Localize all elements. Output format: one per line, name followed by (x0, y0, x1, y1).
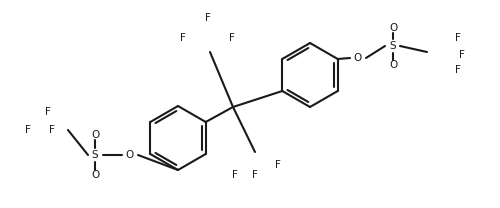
Text: F: F (229, 33, 235, 43)
Text: F: F (205, 13, 211, 23)
Text: S: S (390, 41, 396, 51)
Text: F: F (252, 170, 258, 180)
Text: O: O (91, 130, 99, 140)
Text: O: O (389, 60, 397, 70)
Text: F: F (232, 170, 238, 180)
Text: O: O (389, 23, 397, 33)
Text: F: F (459, 50, 465, 60)
Text: F: F (275, 160, 281, 170)
Text: F: F (25, 125, 31, 135)
Text: F: F (45, 107, 51, 117)
Text: S: S (92, 150, 98, 160)
Text: O: O (126, 150, 134, 160)
Text: F: F (49, 125, 55, 135)
Text: F: F (455, 33, 461, 43)
Text: F: F (180, 33, 186, 43)
Text: F: F (455, 65, 461, 75)
Text: O: O (91, 170, 99, 180)
Text: O: O (354, 53, 362, 63)
